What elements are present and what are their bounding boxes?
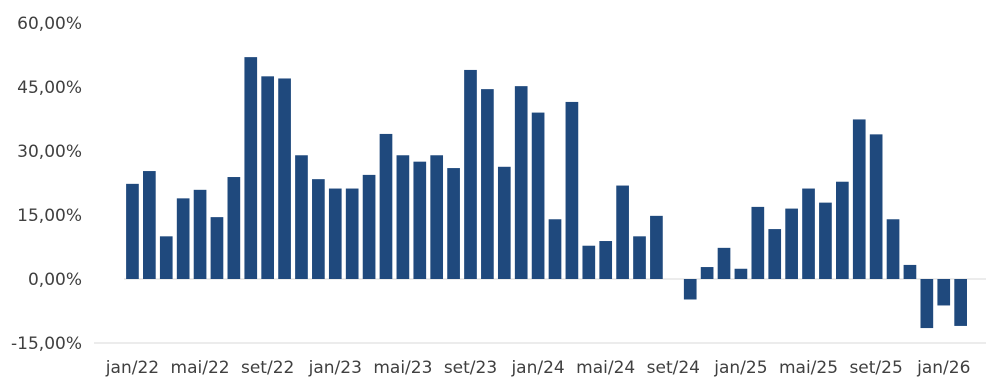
x-tick-label: mai/22 bbox=[171, 358, 230, 378]
x-tick-label: jan/24 bbox=[510, 358, 564, 378]
bar-mai-22 bbox=[193, 189, 207, 279]
bar-ago-24 bbox=[650, 215, 663, 279]
bar-ago-22 bbox=[244, 57, 258, 279]
bar-dez-24 bbox=[717, 247, 731, 279]
bar-out-23 bbox=[481, 89, 494, 279]
bar-jul-24 bbox=[633, 236, 646, 279]
bar-out-24 bbox=[683, 279, 697, 300]
x-tick-label: jan/23 bbox=[308, 358, 362, 378]
bar-set-23 bbox=[464, 69, 477, 280]
bar-abr-24 bbox=[582, 245, 596, 279]
bar-fev-26 bbox=[954, 279, 967, 326]
bar-mai-25 bbox=[802, 188, 815, 279]
x-tick-label: mai/24 bbox=[576, 358, 635, 378]
x-tick-label: mai/25 bbox=[779, 358, 838, 378]
bar-abr-25 bbox=[785, 208, 798, 279]
x-tick-label: jan/26 bbox=[916, 358, 970, 378]
bar-dez-23 bbox=[514, 86, 528, 280]
x-axis: jan/22 mai/22 set/22 jan/23 mai/23 set/23 jan/… bbox=[105, 358, 971, 378]
y-tick-label: 60,00% bbox=[17, 14, 82, 34]
bar-nov-23 bbox=[497, 166, 511, 279]
bar-set-25 bbox=[869, 134, 883, 279]
bar-nov-25 bbox=[903, 264, 917, 279]
bar-jul-23 bbox=[430, 155, 444, 279]
bar-nov-22 bbox=[295, 155, 308, 279]
y-axis: -15,00% 0,00% 15,00% 30,00% 45,00% 60,00% bbox=[11, 14, 82, 354]
x-tick-label: jan/25 bbox=[713, 358, 767, 378]
bar-out-25 bbox=[886, 219, 900, 279]
bar-ago-25 bbox=[852, 119, 866, 280]
x-tick-label: set/25 bbox=[849, 358, 902, 378]
x-tick-label: set/22 bbox=[241, 358, 294, 378]
x-tick-label: mai/23 bbox=[373, 358, 432, 378]
bar-nov-24 bbox=[700, 267, 714, 279]
bar-mai-24 bbox=[599, 241, 613, 279]
bar-jul-25 bbox=[836, 181, 849, 279]
bar-ago-23 bbox=[447, 168, 460, 279]
bar-mar-22 bbox=[159, 236, 173, 279]
bar-fev-22 bbox=[143, 171, 156, 279]
bar-mar-24 bbox=[565, 101, 579, 280]
bar-jan-23 bbox=[328, 188, 342, 279]
bar-jan-25 bbox=[734, 268, 748, 279]
x-tick-label: set/23 bbox=[444, 358, 497, 378]
bars-group bbox=[126, 57, 967, 329]
bar-dez-25 bbox=[920, 279, 934, 329]
x-tick-label: set/24 bbox=[647, 358, 700, 378]
y-tick-label: 0,00% bbox=[28, 270, 82, 290]
bar-abr-23 bbox=[379, 133, 393, 279]
bar-fev-24 bbox=[548, 219, 562, 279]
bar-jun-22 bbox=[210, 217, 224, 279]
bar-dez-22 bbox=[312, 179, 325, 279]
y-tick-label: 15,00% bbox=[17, 206, 82, 226]
y-tick-label: -15,00% bbox=[11, 334, 82, 354]
y-tick-label: 30,00% bbox=[17, 142, 82, 162]
bar-fev-23 bbox=[345, 188, 359, 279]
bar-set-22 bbox=[261, 76, 275, 279]
bar-jan-22 bbox=[126, 183, 139, 279]
bar-out-22 bbox=[278, 78, 291, 279]
bar-jul-22 bbox=[227, 177, 241, 279]
bar-jun-25 bbox=[819, 202, 832, 279]
bar-mai-23 bbox=[396, 155, 410, 279]
bar-abr-22 bbox=[176, 198, 190, 279]
x-tick-label: jan/22 bbox=[105, 358, 159, 378]
bar-jun-23 bbox=[413, 161, 427, 279]
y-tick-label: 45,00% bbox=[17, 78, 82, 98]
bar-fev-25 bbox=[751, 206, 765, 279]
bar-jan-24 bbox=[531, 112, 545, 279]
bar-jun-24 bbox=[616, 185, 629, 279]
bar-mar-25 bbox=[768, 229, 782, 279]
bar-jan-26 bbox=[937, 279, 951, 306]
bar-mar-23 bbox=[362, 174, 376, 279]
